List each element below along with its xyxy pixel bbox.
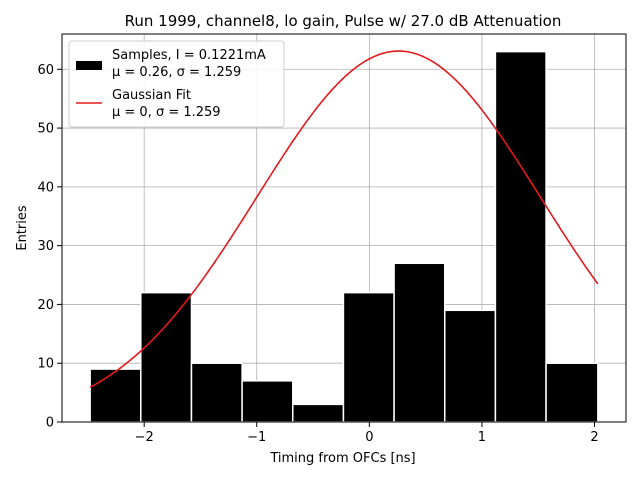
histogram-bar <box>241 380 294 423</box>
x-tick-label: 0 <box>365 430 373 445</box>
plot-frame <box>61 33 627 423</box>
x-axis-label: Timing from OFCs [ns] <box>269 451 415 466</box>
x-tick-label: 1 <box>478 430 486 445</box>
legend-fit-stats: μ = 0, σ = 1.259 <box>112 105 221 120</box>
histogram-bar <box>292 403 345 423</box>
legend: Samples, I = 0.1221mA μ = 0.26, σ = 1.25… <box>68 40 285 128</box>
y-tick-label: 20 <box>37 298 54 313</box>
y-axis-ticks: 0 10 20 30 40 50 60 <box>37 63 62 431</box>
y-tick-label: 50 <box>37 122 54 137</box>
histogram-bar <box>444 309 497 423</box>
x-tick-label: −1 <box>247 430 266 445</box>
histogram-bar <box>89 368 142 423</box>
histogram-bar <box>342 291 395 423</box>
legend-samples-stats: μ = 0.26, σ = 1.259 <box>112 65 241 80</box>
legend-fit-label: Gaussian Fit <box>112 88 191 103</box>
y-tick-label: 60 <box>37 63 54 78</box>
histogram-bar <box>393 262 446 423</box>
histogram-bar <box>494 50 547 423</box>
histogram-bar <box>190 362 243 423</box>
legend-box <box>68 40 285 128</box>
legend-samples-swatch <box>76 61 102 70</box>
y-tick-label: 0 <box>46 416 54 431</box>
histogram-bar <box>140 291 193 423</box>
y-tick-label: 40 <box>37 180 54 195</box>
y-tick-label: 30 <box>37 239 54 254</box>
chart-title: Run 1999, channel8, lo gain, Pulse w/ 27… <box>125 12 562 30</box>
gaussian-fit-line <box>89 50 599 388</box>
x-axis-ticks: −2 −1 0 1 2 <box>135 422 599 445</box>
y-axis-label: Entries <box>15 205 30 251</box>
histogram-bar <box>545 362 599 423</box>
x-tick-label: 2 <box>590 430 598 445</box>
x-tick-label: −2 <box>135 430 154 445</box>
legend-samples-label: Samples, I = 0.1221mA <box>112 48 266 63</box>
y-tick-label: 10 <box>37 357 54 372</box>
histogram-bars <box>89 50 599 423</box>
